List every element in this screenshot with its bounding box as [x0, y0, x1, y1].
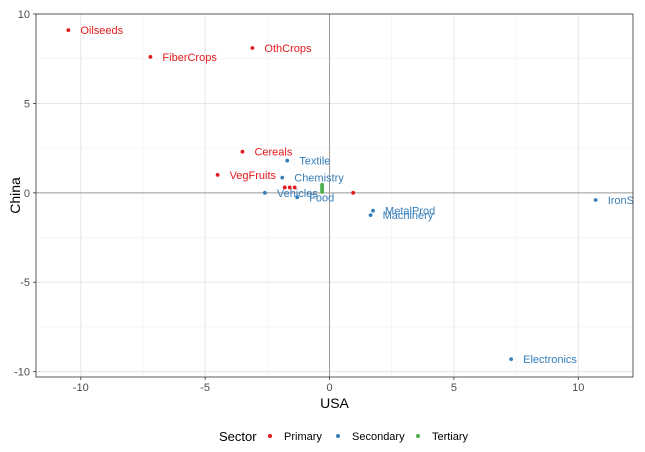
point-label: Chemistry	[294, 173, 344, 185]
data-point	[295, 195, 300, 200]
y-tick-label: 10	[18, 9, 30, 21]
point-label: FiberCrops	[162, 52, 217, 64]
legend-key	[268, 434, 272, 438]
point-label: OthCrops	[264, 43, 312, 55]
x-tick-label: -5	[200, 382, 210, 394]
data-point	[215, 173, 220, 177]
x-axis-title: USA	[320, 395, 349, 411]
legend-key	[416, 434, 420, 438]
data-point	[148, 55, 153, 59]
x-tick-label: 5	[451, 382, 457, 394]
data-point	[240, 149, 245, 154]
data-point	[368, 213, 373, 218]
data-point	[593, 198, 598, 202]
plot-panel-border	[35, 13, 634, 378]
data-point	[285, 158, 290, 163]
legend-title: Sector	[219, 429, 257, 444]
point-label: IronS	[608, 195, 634, 207]
point-label: Cereals	[254, 147, 292, 159]
zero-lines	[36, 14, 633, 377]
point-label: Textile	[299, 156, 330, 168]
legend-label: Secondary	[352, 431, 405, 443]
data-point	[509, 357, 514, 362]
data-point	[280, 175, 285, 180]
y-axis-title: China	[7, 177, 23, 214]
point-label: Electronics	[523, 354, 577, 366]
data-point	[371, 208, 375, 213]
point-label: VegFruits	[230, 170, 277, 182]
data-point	[320, 190, 324, 194]
x-tick-label: 10	[572, 382, 584, 394]
y-tick-label: 5	[24, 98, 30, 110]
point-label: MetalProd	[385, 206, 435, 218]
data-point	[287, 185, 292, 190]
point-label: Machinery	[383, 210, 434, 222]
data-points	[66, 28, 598, 362]
x-tick-label: -10	[73, 382, 89, 394]
data-point	[282, 185, 287, 190]
legend: Sector Primary Secondary Tertiary	[219, 429, 469, 444]
y-tick-label: -10	[14, 367, 30, 379]
x-tick-label: 0	[326, 382, 332, 394]
legend-label: Tertiary	[432, 431, 469, 443]
point-label: Oilseeds	[80, 25, 123, 37]
y-tick-label: -5	[20, 277, 30, 289]
y-tick-label: 0	[24, 188, 30, 200]
point-labels: Oilseeds FiberCrops OthCrops Cereals VegFrui…	[80, 25, 634, 366]
legend-label: Primary	[284, 431, 322, 443]
data-point	[292, 185, 297, 190]
axes: -10 -5 0 5 10 -10 -5 0 5 10	[14, 9, 584, 394]
data-point	[66, 28, 71, 32]
data-point	[250, 46, 255, 50]
legend-key	[336, 434, 340, 438]
data-point	[262, 190, 267, 195]
point-label: Food	[309, 192, 334, 204]
data-point	[351, 190, 356, 195]
point-label: Vehicles	[277, 188, 318, 200]
